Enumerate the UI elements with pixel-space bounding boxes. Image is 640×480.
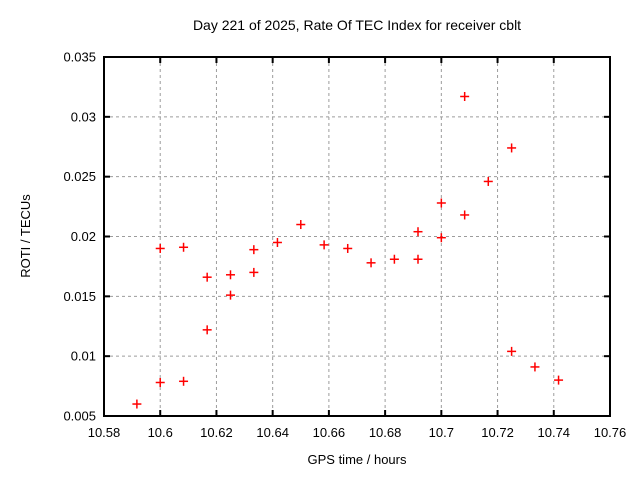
data-point-marker: [226, 270, 235, 280]
data-point-marker: [483, 176, 493, 186]
data-point-marker: [179, 376, 189, 386]
x-tick-label: 10.74: [538, 425, 571, 440]
data-point-marker: [132, 399, 142, 409]
data-point-markers: [132, 91, 564, 409]
x-tick-label: 10.6: [148, 425, 173, 440]
y-tick-label: 0.035: [63, 50, 96, 65]
data-point-marker: [507, 143, 517, 153]
x-tick-label: 10.7: [429, 425, 454, 440]
y-tick-label: 0.025: [63, 169, 96, 184]
x-axis-label: GPS time / hours: [308, 452, 407, 467]
x-tick-label: 10.58: [88, 425, 121, 440]
x-tick-labels: 10.58 10.6 10.62 10.64 10.66 10.68 10.7 10.72 10…: [88, 425, 627, 440]
chart-title: Day 221 of 2025, Rate Of TEC Index for r…: [193, 17, 521, 33]
y-tick-labels: 0.005 0.01 0.015 0.02 0.025 0.03 0.035: [63, 50, 96, 424]
y-tick-label: 0.02: [71, 229, 96, 244]
data-point-marker: [413, 254, 423, 264]
data-point-marker: [272, 237, 282, 247]
data-point-marker: [413, 227, 423, 237]
data-point-marker: [296, 220, 306, 230]
y-axis-label: ROTI / TECUs: [18, 194, 33, 278]
x-tick-label: 10.76: [594, 425, 627, 440]
data-point-marker: [319, 240, 329, 250]
data-point-marker: [507, 346, 517, 356]
data-point-marker: [389, 254, 399, 264]
data-point-marker: [460, 91, 470, 101]
data-point-marker: [179, 242, 189, 252]
data-point-marker: [366, 258, 376, 268]
data-point-marker: [249, 267, 259, 277]
y-tick-label: 0.01: [71, 349, 96, 364]
data-point-marker: [202, 325, 212, 335]
data-point-marker: [226, 290, 235, 300]
grid-lines: [104, 57, 610, 416]
data-point-marker: [436, 233, 446, 243]
data-point-marker: [343, 243, 353, 253]
x-tick-label: 10.66: [313, 425, 346, 440]
data-point-marker: [530, 362, 540, 372]
data-point-marker: [554, 375, 564, 385]
data-point-marker: [249, 245, 259, 255]
data-point-marker: [436, 198, 446, 208]
x-tick-label: 10.68: [369, 425, 402, 440]
data-point-marker: [202, 272, 212, 282]
y-tick-label: 0.005: [63, 409, 96, 424]
y-tick-label: 0.015: [63, 289, 96, 304]
plot-border: [103, 56, 611, 417]
data-point-marker: [460, 210, 470, 220]
x-tick-label: 10.62: [200, 425, 233, 440]
x-tick-label: 10.72: [481, 425, 514, 440]
x-tick-label: 10.64: [256, 425, 289, 440]
data-point-marker: [155, 377, 165, 387]
plot-border-box: [103, 56, 611, 417]
data-point-marker: [155, 243, 165, 253]
y-tick-label: 0.03: [71, 109, 96, 124]
